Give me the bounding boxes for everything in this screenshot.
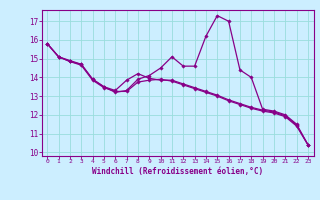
X-axis label: Windchill (Refroidissement éolien,°C): Windchill (Refroidissement éolien,°C) xyxy=(92,167,263,176)
